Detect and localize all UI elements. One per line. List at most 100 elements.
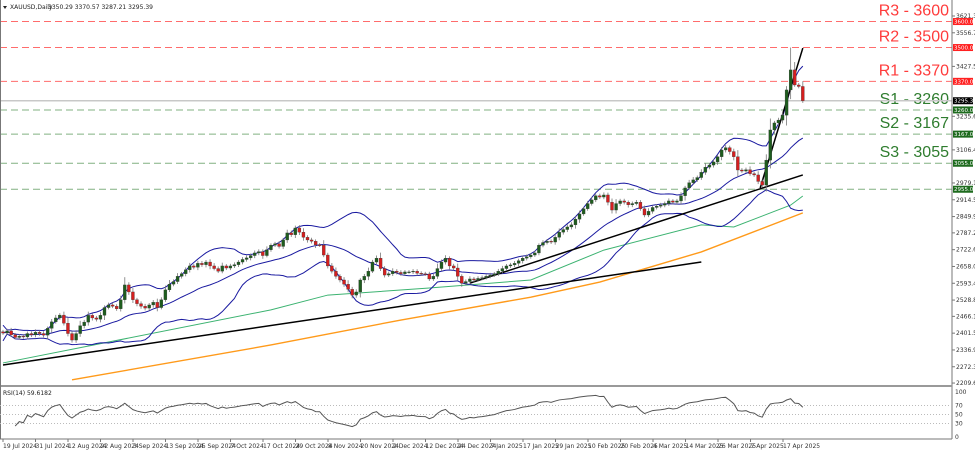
bearish-candle [90, 315, 94, 319]
bullish-candle [253, 252, 257, 256]
candles [1, 47, 805, 343]
bullish-candle [281, 239, 285, 247]
bullish-candle [171, 281, 176, 285]
bullish-candle [435, 268, 440, 277]
x-tick-label: 17 Jan 2025 [523, 443, 559, 450]
level-price-tag-text: 3167.00 [954, 132, 975, 138]
y-tick-label: 2593.40 [956, 280, 975, 287]
bearish-candle [419, 273, 423, 275]
bearish-candle [626, 202, 630, 205]
x-tick-label: 31 Jul 2024 [36, 443, 70, 450]
x-tick-label: 4 Mar 2025 [653, 443, 687, 450]
bullish-candle [650, 207, 655, 212]
bearish-candle [382, 268, 387, 276]
bullish-candle [179, 273, 184, 277]
bullish-candle [407, 271, 411, 273]
bullish-candle [618, 200, 622, 204]
bullish-candle [533, 252, 537, 256]
bullish-candle [50, 321, 54, 329]
dropdown-triangle-icon[interactable] [3, 6, 7, 9]
level-price-tag-text: 2955.00 [954, 187, 975, 193]
y-tick-label: 2209.60 [956, 380, 975, 387]
bullish-candle [102, 307, 107, 316]
bearish-candle [330, 265, 334, 272]
x-tick-label: 29 Oct 2024 [296, 443, 333, 450]
bullish-candle [525, 256, 529, 259]
level-label-resistance: R3 - 3600 [879, 3, 949, 20]
bullish-candle [691, 179, 695, 183]
bullish-candle [411, 270, 415, 273]
bearish-candle [139, 303, 143, 307]
bullish-candle [285, 232, 289, 241]
bullish-candle [196, 263, 200, 268]
bearish-candle [224, 265, 228, 269]
bearish-candle [399, 272, 403, 274]
level-label-resistance: R2 - 3500 [879, 29, 949, 46]
y-tick-label: 3427.50 [956, 63, 975, 70]
bearish-candle [350, 289, 354, 296]
bearish-candle [313, 241, 318, 246]
bearish-candle [70, 333, 74, 341]
y-tick-label: 3621.30 [956, 13, 975, 20]
bearish-candle [318, 244, 322, 246]
bullish-candle [25, 333, 30, 338]
bullish-candle [557, 231, 561, 238]
bullish-candle [699, 172, 703, 178]
level-price-tag [953, 159, 973, 167]
bearish-candle [732, 151, 736, 157]
bullish-candle [240, 259, 245, 263]
bearish-candle [297, 227, 302, 233]
support-resistance-levels: R3 - 3600 R2 - 3500 R1 - 3370 S1 - 3260 S2 -… [0, 3, 952, 190]
bullish-candle [74, 333, 78, 341]
x-tick-label: 25 Sep 2024 [198, 443, 236, 450]
bullish-candle [581, 208, 586, 215]
bullish-candle [159, 299, 163, 308]
bearish-candle [598, 195, 602, 198]
bullish-candle [614, 203, 618, 211]
bearish-candle [342, 279, 346, 285]
bullish-candle [565, 226, 569, 230]
bullish-candle [541, 242, 545, 246]
bullish-candle [772, 122, 777, 131]
level-price-tag [953, 130, 973, 138]
bearish-candle [143, 306, 147, 309]
bearish-candle [736, 156, 740, 171]
bullish-candle [569, 224, 574, 228]
ohlc-values: 3350.29 3370.57 3287.21 3295.39 [48, 4, 153, 11]
bullish-candle [151, 302, 155, 306]
x-tick-label: 3 Sep 2024 [133, 443, 167, 450]
bearish-candle [801, 86, 805, 101]
bullish-candle [204, 261, 208, 265]
bearish-candle [192, 265, 196, 268]
bullish-candle [577, 213, 582, 220]
bullish-candle [484, 276, 488, 278]
bearish-candle [752, 173, 756, 176]
bullish-candle [602, 194, 606, 198]
bearish-candle [334, 270, 338, 277]
bearish-candle [606, 194, 610, 203]
x-tick-label: 17 Apr 2025 [783, 443, 820, 450]
bullish-candle [695, 177, 699, 181]
bearish-candle [748, 169, 752, 174]
level-price-tag [953, 18, 973, 26]
bearish-candle [447, 257, 452, 267]
moving-averages [2, 195, 804, 381]
bearish-candle [395, 270, 399, 273]
moving-average-200 [71, 212, 804, 381]
x-tick-label: 22 Aug 2024 [101, 443, 140, 450]
bullish-candle [46, 328, 50, 336]
bearish-candle [452, 265, 456, 269]
bullish-candle [249, 255, 253, 259]
moving-average-100 [2, 195, 804, 364]
bullish-candle [443, 257, 448, 263]
bullish-candle [354, 291, 358, 296]
symbol-label: XAUUSD,Daily [10, 4, 53, 11]
x-tick-label: 26 Mar 2025 [718, 443, 756, 450]
bullish-candle [630, 203, 634, 205]
y-tick-label: 2849.90 [956, 214, 975, 221]
bullish-candle [480, 277, 484, 279]
level-price-tag [953, 185, 973, 193]
rsi-label: RSI(14) 59.6182 [3, 390, 52, 397]
bullish-candle [163, 289, 168, 300]
